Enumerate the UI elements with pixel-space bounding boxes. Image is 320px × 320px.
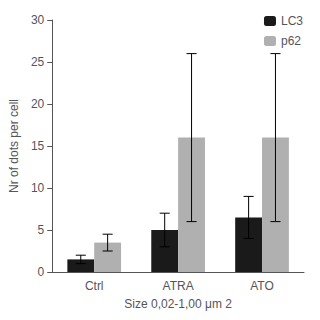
svg-text:10: 10 <box>31 181 45 195</box>
svg-text:Size 0,02-1,00 μm 2: Size 0,02-1,00 μm 2 <box>124 297 232 311</box>
svg-text:p62: p62 <box>281 34 301 48</box>
svg-text:LC3: LC3 <box>281 14 303 28</box>
svg-text:ATRA: ATRA <box>163 279 194 293</box>
svg-text:25: 25 <box>31 55 45 69</box>
svg-text:30: 30 <box>31 13 45 27</box>
svg-text:ATO: ATO <box>250 279 274 293</box>
svg-text:Ctrl: Ctrl <box>85 279 104 293</box>
svg-text:0: 0 <box>38 265 45 279</box>
svg-text:15: 15 <box>31 139 45 153</box>
svg-text:20: 20 <box>31 97 45 111</box>
svg-text:Nr of dots per cell: Nr of dots per cell <box>7 99 21 193</box>
svg-text:5: 5 <box>38 223 45 237</box>
